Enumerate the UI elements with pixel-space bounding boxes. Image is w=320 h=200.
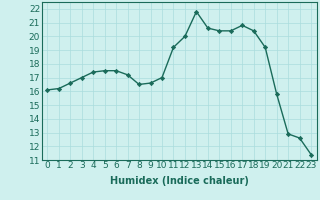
X-axis label: Humidex (Indice chaleur): Humidex (Indice chaleur) <box>110 176 249 186</box>
